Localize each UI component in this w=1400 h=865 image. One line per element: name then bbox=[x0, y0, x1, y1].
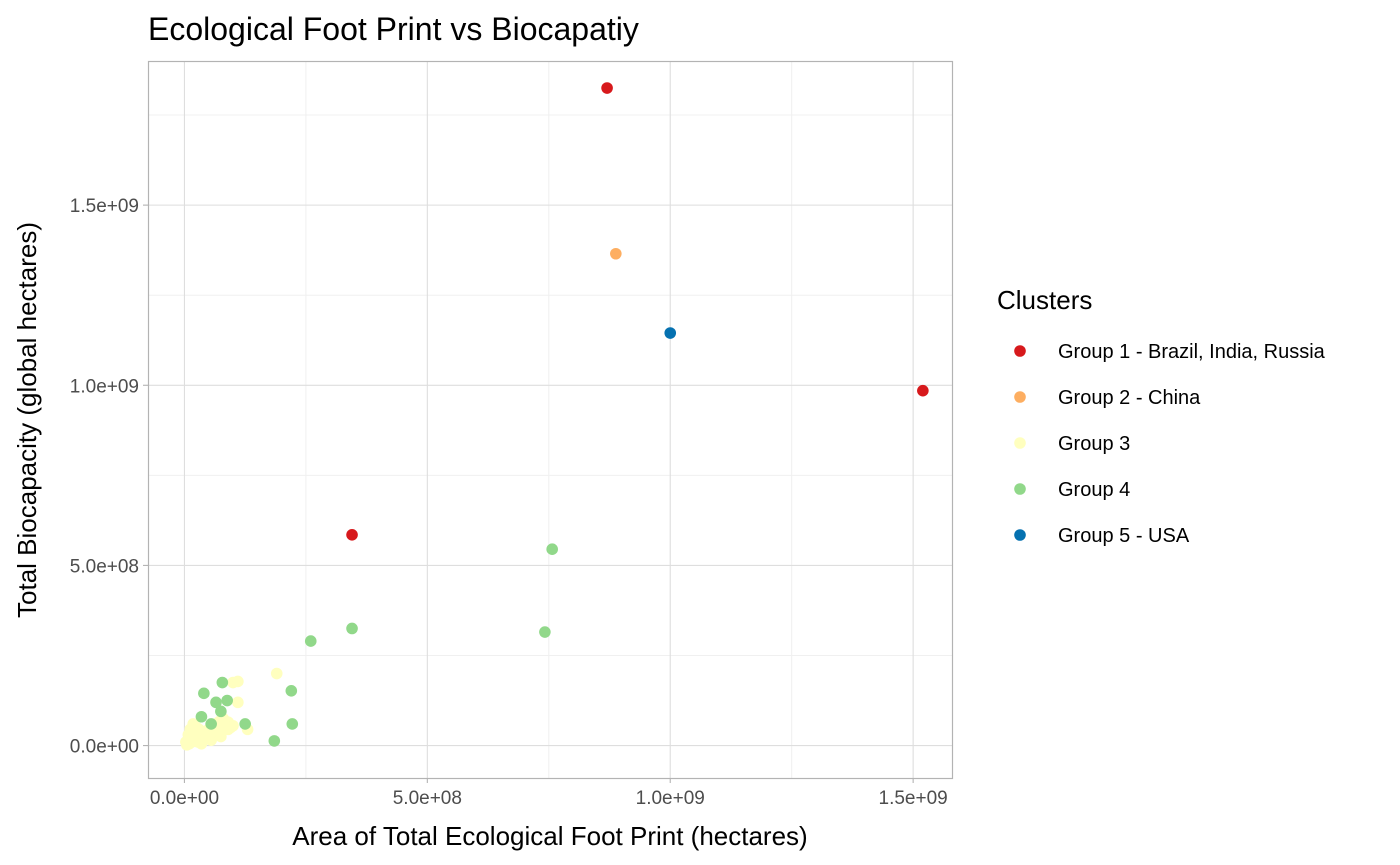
data-point bbox=[198, 687, 210, 700]
grid bbox=[148, 61, 952, 778]
data-point bbox=[304, 635, 317, 647]
data-point bbox=[286, 718, 299, 730]
legend: Clusters Group 1 - Brazil, India, Russia… bbox=[997, 285, 1326, 547]
data-point bbox=[268, 735, 281, 747]
data-point bbox=[210, 696, 222, 709]
plot-panel-border bbox=[147, 60, 954, 780]
x-tick-label: 1.0e+09 bbox=[636, 788, 705, 809]
y-tick-label: 0.0e+00 bbox=[70, 737, 139, 758]
chart-title: Ecological Foot Print vs Biocapatiy bbox=[148, 11, 639, 47]
x-tick-label: 1.5e+09 bbox=[879, 788, 948, 809]
data-point bbox=[221, 694, 233, 707]
data-point bbox=[346, 528, 358, 541]
data-point bbox=[601, 82, 613, 94]
data-point bbox=[232, 675, 244, 688]
legend-key bbox=[1014, 529, 1026, 541]
data-point bbox=[202, 730, 215, 743]
data-point bbox=[222, 723, 234, 736]
legend-key bbox=[1014, 437, 1026, 449]
legend-key bbox=[1014, 391, 1026, 403]
y-tick-label: 1.5e+09 bbox=[70, 196, 139, 217]
legend-title: Clusters bbox=[997, 285, 1092, 315]
data-point bbox=[193, 723, 205, 736]
x-tick-label: 0.0e+00 bbox=[150, 788, 219, 809]
data-point bbox=[610, 247, 622, 260]
legend-label: Group 5 - USA bbox=[1058, 525, 1190, 547]
data-point bbox=[215, 705, 227, 718]
legend-key bbox=[1014, 483, 1026, 495]
x-tick-label: 5.0e+08 bbox=[393, 788, 462, 809]
data-point bbox=[917, 384, 929, 397]
data-point bbox=[664, 327, 677, 339]
y-tick-label: 5.0e+08 bbox=[70, 556, 139, 577]
x-axis-label: Area of Total Ecological Foot Print (hec… bbox=[292, 821, 807, 851]
data-point bbox=[195, 710, 208, 723]
data-point bbox=[346, 622, 358, 635]
data-point bbox=[546, 543, 558, 556]
data-point bbox=[205, 718, 217, 730]
legend-label: Group 4 bbox=[1058, 479, 1130, 501]
legend-label: Group 2 - China bbox=[1058, 387, 1201, 409]
y-axis-label: Total Biocapacity (global hectares) bbox=[12, 222, 42, 618]
legend-items: Group 1 - Brazil, India, Russia Group 2 -… bbox=[1014, 341, 1326, 547]
axis-ticks: 0.0e+00 5.0e+08 1.0e+09 1.5e+09 0.0e+00 5.0e+… bbox=[70, 196, 948, 809]
data-point bbox=[539, 626, 551, 638]
legend-label: Group 1 - Brazil, India, Russia bbox=[1058, 341, 1326, 363]
legend-label: Group 3 bbox=[1058, 433, 1130, 455]
data-point bbox=[270, 667, 283, 680]
data-point bbox=[239, 718, 251, 730]
data-point bbox=[232, 696, 244, 709]
legend-key bbox=[1014, 345, 1026, 357]
data-point bbox=[216, 676, 229, 689]
data-point bbox=[180, 736, 192, 748]
data-point bbox=[285, 685, 298, 697]
data-points bbox=[180, 82, 929, 751]
y-tick-label: 1.0e+09 bbox=[70, 376, 139, 397]
